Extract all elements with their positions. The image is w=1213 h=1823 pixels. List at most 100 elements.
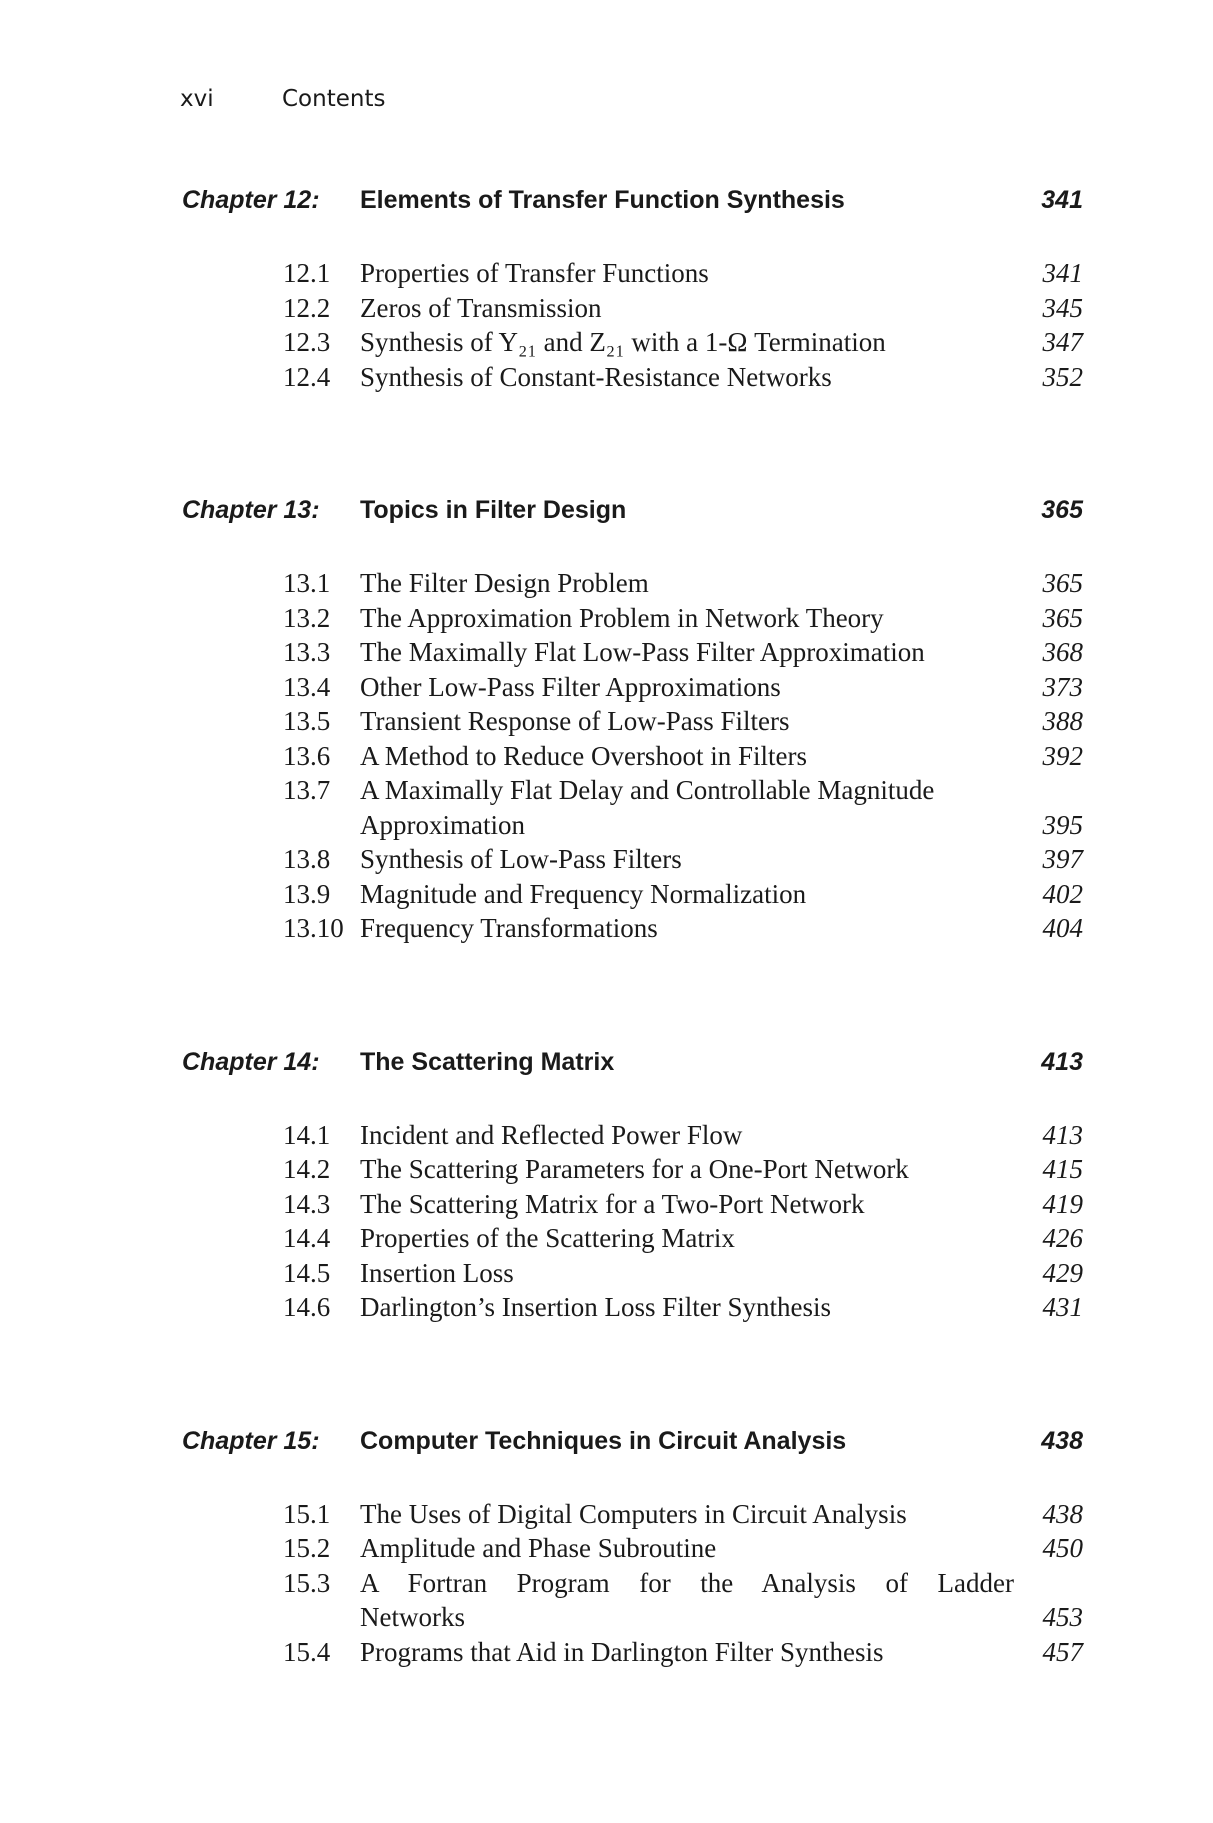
section-title: Properties of Transfer Functions (360, 256, 1023, 291)
toc-entry: 14.2 The Scattering Parameters for a One-… (182, 1152, 1083, 1187)
section-title: Darlington’s Insertion Loss Filter Synth… (360, 1290, 1023, 1325)
section-number: 15.1 (283, 1498, 331, 1529)
section-number: 15.3 (283, 1567, 331, 1598)
section-title-line: A Maximally Flat Delay and Controllable … (360, 775, 935, 805)
chapter-heading: Chapter 15: Computer Techniques in Circui… (182, 1427, 1083, 1467)
chapter-heading: Chapter 12: Elements of Transfer Function… (182, 186, 1083, 226)
section-title: Other Low-Pass Filter Approximations (360, 670, 1023, 705)
section-title: The Filter Design Problem (360, 566, 1023, 601)
section-page: 402 (1042, 878, 1084, 909)
section-title-line: Amplitude and Phase Subroutine (360, 1533, 717, 1563)
chapter-heading: Chapter 13: Topics in Filter Design 365 (182, 496, 1083, 536)
section-number: 12.3 (283, 327, 331, 357)
section-number: 13.6 (283, 740, 331, 771)
section-number: 13.1 (283, 568, 331, 598)
section-number: 13.5 (283, 706, 331, 736)
chapter-page: 341 (1041, 186, 1083, 214)
toc-entry: 13.5 Transient Response of Low-Pass Filte… (182, 704, 1083, 739)
section-page: 395 (1042, 809, 1084, 840)
toc-entry: 14.6 Darlington’s Insertion Loss Filter S… (182, 1290, 1083, 1325)
section-title: Incident and Reflected Power Flow (360, 1118, 1023, 1153)
chapter-title: Elements of Transfer Function Synthesis (360, 186, 845, 214)
section-page: 404 (1042, 913, 1084, 943)
section-title-line: The Approximation Problem in Network The… (360, 602, 884, 633)
section-title: Properties of the Scattering Matrix (360, 1221, 1023, 1256)
chapter-block: Chapter 14: The Scattering Matrix 413 14.1 I… (182, 1048, 1083, 1325)
section-page: 347 (1042, 327, 1084, 357)
section-page: 373 (1042, 671, 1084, 702)
section-title-line: Transient Response of Low-Pass Filters (360, 706, 790, 736)
section-number: 13.8 (283, 844, 331, 874)
toc-entry: 13.1 The Filter Design Problem 365 (182, 566, 1083, 601)
section-number: 15.2 (283, 1533, 331, 1563)
section-title: Synthesis of Low-Pass Filters (360, 842, 1023, 877)
toc-entry: 13.3 The Maximally Flat Low-Pass Filter A… (182, 635, 1083, 670)
section-title: The Scattering Matrix for a Two-Port Net… (360, 1187, 1023, 1222)
section-title-line: Properties of Transfer Functions (360, 258, 709, 288)
section-number: 14.3 (283, 1188, 331, 1219)
section-title-line: Synthesis of Low-Pass Filters (360, 844, 682, 874)
section-title-line: Properties of the Scattering Matrix (360, 1223, 735, 1253)
section-title: A Maximally Flat Delay and Controllable … (360, 773, 1023, 842)
toc-entry: 13.10 Frequency Transformations 404 (182, 911, 1083, 946)
section-title-line: Synthesis of Constant-Resistance Network… (360, 361, 832, 392)
section-title: Programs that Aid in Darlington Filter S… (360, 1635, 1023, 1670)
section-title: Insertion Loss (360, 1256, 1023, 1291)
section-page: 365 (1042, 602, 1084, 633)
section-title-line: A Method to Reduce Overshoot in Filters (360, 740, 807, 771)
section-list: 15.1 The Uses of Digital Computers in Cir… (182, 1497, 1083, 1670)
section-number: 14.4 (283, 1223, 331, 1253)
section-title-line: The Scattering Matrix for a Two-Port Net… (360, 1188, 865, 1219)
chapter-label: Chapter 15: (182, 1426, 320, 1455)
chapter-title: Computer Techniques in Circuit Analysis (360, 1426, 847, 1455)
toc-entry: 14.4 Properties of the Scattering Matrix 4… (182, 1221, 1083, 1256)
section-number: 13.10 (283, 913, 344, 943)
section-number: 12.1 (283, 258, 331, 288)
section-title-line: Programs that Aid in Darlington Filter S… (360, 1636, 884, 1667)
section-title-line: Zeros of Transmission (360, 292, 602, 323)
section-page: 429 (1042, 1257, 1084, 1288)
toc-entry: 14.1 Incident and Reflected Power Flow 413 (182, 1118, 1083, 1153)
section-title-line: The Maximally Flat Low-Pass Filter Appro… (360, 637, 925, 667)
section-title-line: The Scattering Parameters for a One-Port… (360, 1154, 909, 1184)
page-number: xvi (180, 86, 214, 112)
section-number: 12.4 (283, 361, 331, 392)
toc-entry: 12.2 Zeros of Transmission 345 (182, 291, 1083, 326)
section-title: The Maximally Flat Low-Pass Filter Appro… (360, 635, 1023, 670)
section-title-line: Synthesis of Y₂₁ and Z₂₁ with a 1-Ω Term… (360, 327, 886, 357)
toc-entry: 13.8 Synthesis of Low-Pass Filters 397 (182, 842, 1083, 877)
toc-entry: 15.4 Programs that Aid in Darlington Filt… (182, 1635, 1083, 1670)
section-title: Synthesis of Y₂₁ and Z₂₁ with a 1-Ω Term… (360, 325, 1023, 360)
section-number: 13.7 (283, 775, 331, 805)
toc-entry: 15.3 A Fortran Program for the Analysis o… (182, 1566, 1083, 1635)
toc-entry: 14.5 Insertion Loss 429 (182, 1256, 1083, 1291)
section-title: The Approximation Problem in Network The… (360, 601, 1023, 636)
section-page: 453 (1042, 1602, 1084, 1632)
section-page: 413 (1042, 1119, 1084, 1150)
section-page: 397 (1042, 844, 1084, 874)
section-number: 13.4 (283, 671, 331, 702)
section-page: 426 (1042, 1223, 1084, 1253)
section-page: 431 (1042, 1292, 1084, 1322)
toc-entry: 12.1 Properties of Transfer Functions 341 (182, 256, 1083, 291)
section-page: 438 (1042, 1498, 1084, 1529)
section-list: 14.1 Incident and Reflected Power Flow 413… (182, 1118, 1083, 1325)
section-title: Transient Response of Low-Pass Filters (360, 704, 1023, 739)
toc-entry: 14.3 The Scattering Matrix for a Two-Port… (182, 1187, 1083, 1222)
toc-entry: 15.1 The Uses of Digital Computers in Cir… (182, 1497, 1083, 1532)
section-page: 365 (1042, 568, 1084, 598)
section-number: 13.9 (283, 878, 331, 909)
section-page: 341 (1042, 258, 1084, 288)
chapter-label: Chapter 12: (182, 186, 320, 214)
section-title: Zeros of Transmission (360, 291, 1023, 326)
table-of-contents: Chapter 12: Elements of Transfer Function… (182, 186, 1083, 1771)
section-number: 14.1 (283, 1119, 331, 1150)
section-list: 13.1 The Filter Design Problem 365 13.2 The … (182, 566, 1083, 946)
chapter-block: Chapter 12: Elements of Transfer Function… (182, 186, 1083, 394)
chapter-page: 365 (1041, 496, 1083, 524)
toc-entry: 13.6 A Method to Reduce Overshoot in Filt… (182, 739, 1083, 774)
toc-entry: 15.2 Amplitude and Phase Subroutine 450 (182, 1531, 1083, 1566)
toc-entry: 12.4 Synthesis of Constant-Resistance Net… (182, 360, 1083, 395)
chapter-title: The Scattering Matrix (360, 1047, 615, 1076)
section-title-line: Frequency Transformations (360, 913, 658, 943)
